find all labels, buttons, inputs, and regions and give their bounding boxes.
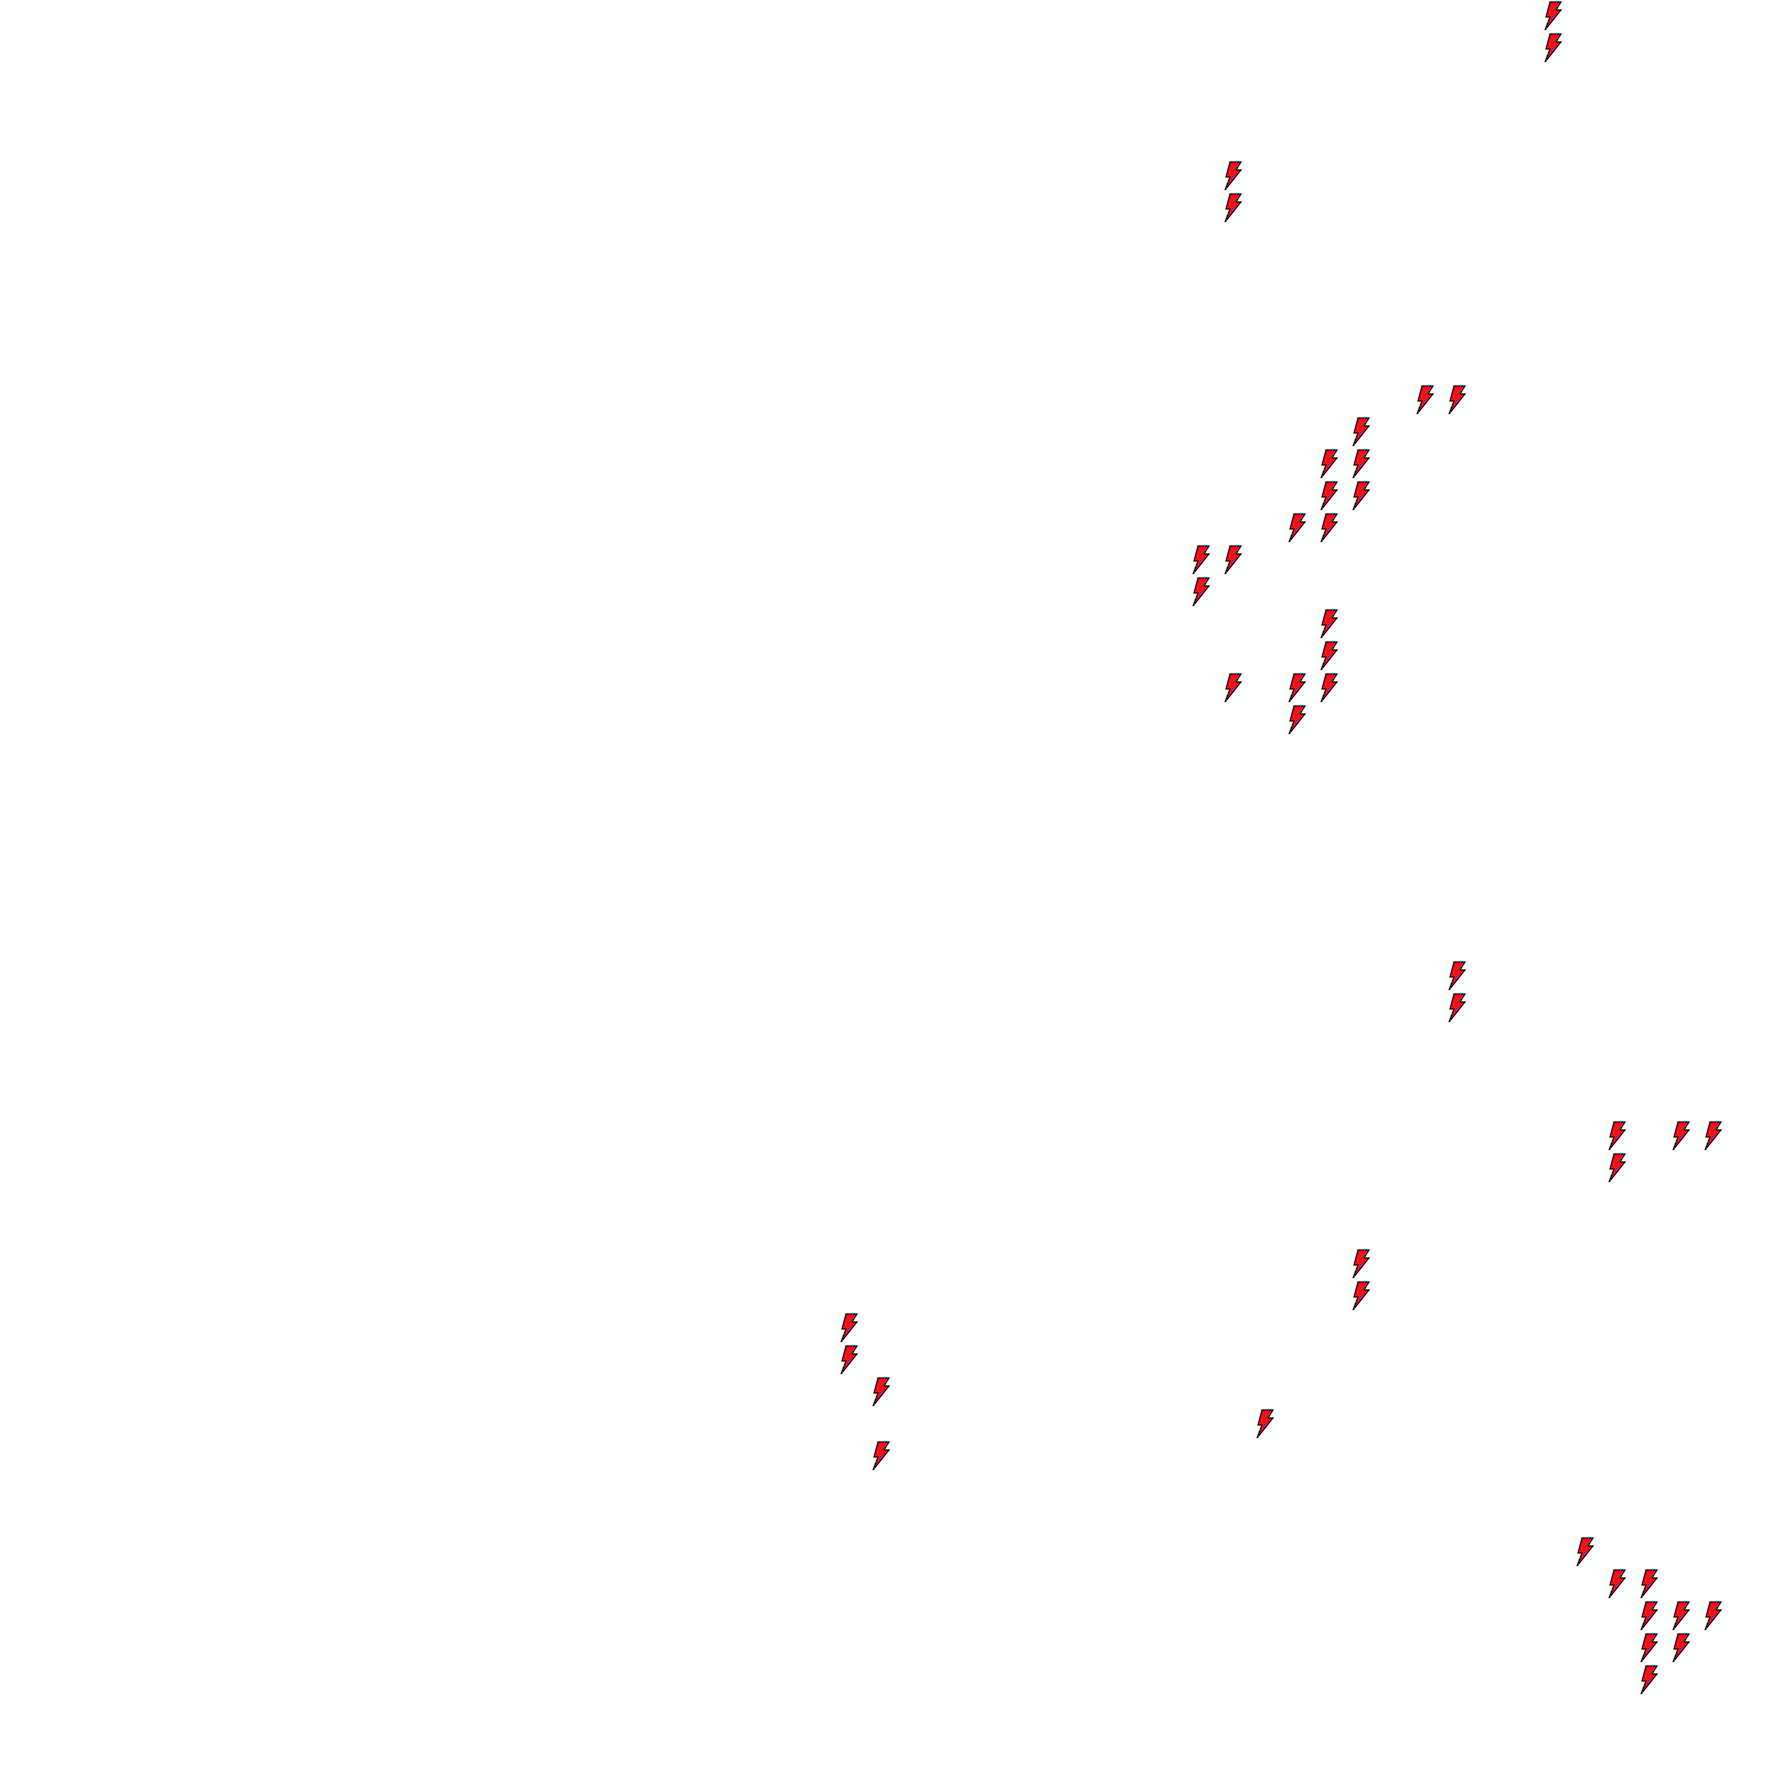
lightning-bolt-icon (1351, 481, 1371, 511)
lightning-bolt-icon (1671, 1633, 1691, 1663)
lightning-bolt-icon (1543, 33, 1563, 63)
lightning-bolt-icon (1703, 1601, 1723, 1631)
lightning-bolt-icon (1703, 1121, 1723, 1151)
lightning-bolt-icon (1351, 449, 1371, 479)
lightning-bolt-icon (839, 1345, 859, 1375)
lightning-bolt-icon (1319, 513, 1339, 543)
lightning-bolt-icon (1191, 545, 1211, 575)
lightning-bolt-icon (1607, 1121, 1627, 1151)
lightning-bolt-icon (1447, 385, 1467, 415)
lightning-bolt-icon (1255, 1409, 1275, 1439)
lightning-bolt-icon (1319, 673, 1339, 703)
lightning-bolt-icon (1351, 1249, 1371, 1279)
lightning-bolt-icon (1191, 577, 1211, 607)
lightning-bolt-icon (1447, 993, 1467, 1023)
lightning-bolt-icon (839, 1313, 859, 1343)
lightning-bolt-icon (871, 1441, 891, 1471)
lightning-bolt-icon (871, 1377, 891, 1407)
lightning-bolt-icon (1639, 1601, 1659, 1631)
lightning-bolt-icon (1639, 1569, 1659, 1599)
lightning-bolt-icon (1319, 449, 1339, 479)
lightning-bolt-icon (1351, 417, 1371, 447)
lightning-bolt-icon (1351, 1281, 1371, 1311)
lightning-bolt-icon (1287, 673, 1307, 703)
lightning-bolt-icon (1671, 1121, 1691, 1151)
lightning-bolt-icon (1287, 705, 1307, 735)
lightning-bolt-icon (1319, 609, 1339, 639)
lightning-bolt-icon (1607, 1569, 1627, 1599)
lightning-bolt-icon (1223, 545, 1243, 575)
lightning-bolt-icon (1287, 513, 1307, 543)
lightning-bolt-icon (1415, 385, 1435, 415)
lightning-bolt-icon (1575, 1537, 1595, 1567)
lightning-bolt-icon (1223, 193, 1243, 223)
lightning-bolt-icon (1639, 1665, 1659, 1695)
lightning-bolt-icon (1447, 961, 1467, 991)
lightning-bolt-icon (1223, 673, 1243, 703)
lightning-bolt-icon (1607, 1153, 1627, 1183)
lightning-bolt-icon (1639, 1633, 1659, 1663)
lightning-bolt-icon (1319, 481, 1339, 511)
lightning-bolt-icon (1671, 1601, 1691, 1631)
lightning-bolt-icon (1223, 161, 1243, 191)
lightning-bolt-icon (1319, 641, 1339, 671)
lightning-bolt-icon (1543, 1, 1563, 31)
